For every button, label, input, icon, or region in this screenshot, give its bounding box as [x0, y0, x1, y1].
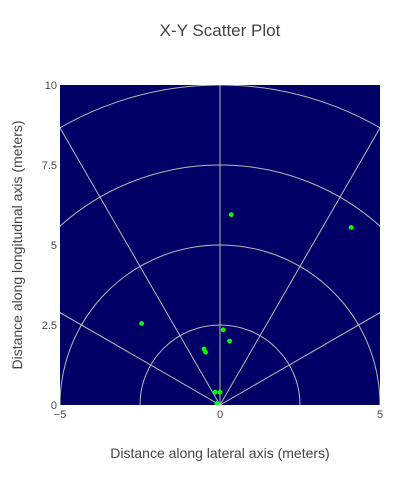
x-tick-labels: −5 0 5 — [54, 409, 383, 421]
data-points — [139, 212, 354, 405]
x-tick-label: −5 — [54, 409, 67, 421]
data-point — [212, 389, 218, 395]
data-point — [220, 327, 226, 333]
data-point — [348, 225, 354, 230]
data-point — [217, 389, 223, 395]
data-point — [227, 338, 233, 344]
x-axis-title: Distance along lateral axis (meters) — [110, 445, 329, 461]
y-tick-label: 10 — [45, 80, 57, 92]
sector-ray — [60, 312, 221, 405]
data-point — [214, 401, 220, 405]
polar-grid — [60, 85, 380, 405]
data-point — [203, 349, 209, 355]
y-axis-title: Distance along longitudnal axis (meters) — [9, 120, 25, 369]
sector-ray — [219, 126, 380, 405]
data-point — [139, 321, 145, 326]
y-tick-labels: 0 2.5 5 7.5 10 — [42, 80, 57, 412]
data-point — [228, 212, 234, 218]
y-tick-label: 0 — [51, 400, 57, 412]
sector-ray — [60, 126, 221, 405]
x-tick-label: 0 — [217, 409, 223, 421]
sector-ray — [219, 312, 380, 405]
x-tick-label: 5 — [377, 409, 383, 421]
y-tick-label: 2.5 — [42, 320, 57, 332]
y-tick-label: 7.5 — [42, 160, 57, 172]
y-tick-label: 5 — [51, 240, 57, 252]
chart-title: X-Y Scatter Plot — [160, 21, 281, 40]
